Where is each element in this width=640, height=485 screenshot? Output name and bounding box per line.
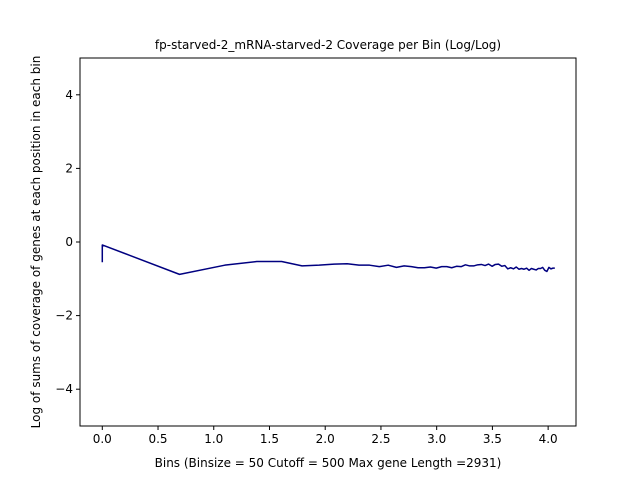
y-tick-label: 4: [65, 88, 73, 102]
x-tick-label: 1.5: [260, 432, 279, 446]
x-tick-label: 0.0: [93, 432, 112, 446]
x-axis-label: Bins (Binsize = 50 Cutoff = 500 Max gene…: [155, 456, 502, 470]
plot-area-frame: [79, 57, 577, 427]
y-tick-label: 2: [65, 161, 73, 175]
y-tick-label: −4: [55, 382, 73, 396]
series-group: [101, 244, 555, 276]
x-tick-label: 2.0: [316, 432, 335, 446]
x-tick-label: 3.5: [483, 432, 502, 446]
series-line: [101, 244, 555, 276]
x-tick-label: 3.0: [427, 432, 446, 446]
x-axis-ticks: 0.0 0.5 1.0 1.5 2.0 2.5 3.0 3.5 4.0: [93, 426, 558, 446]
y-axis-label: Log of sums of coverage of genes at each…: [29, 56, 43, 429]
x-tick-label: 4.0: [539, 432, 558, 446]
y-tick-label: 0: [65, 235, 73, 249]
y-tick-label: −2: [55, 309, 73, 323]
x-tick-label: 2.5: [371, 432, 390, 446]
x-tick-label: 0.5: [148, 432, 167, 446]
y-axis-ticks: −4 −2 0 2 4: [55, 88, 80, 396]
chart-title: fp-starved-2_mRNA-starved-2 Coverage per…: [155, 38, 501, 52]
x-tick-label: 1.0: [204, 432, 223, 446]
